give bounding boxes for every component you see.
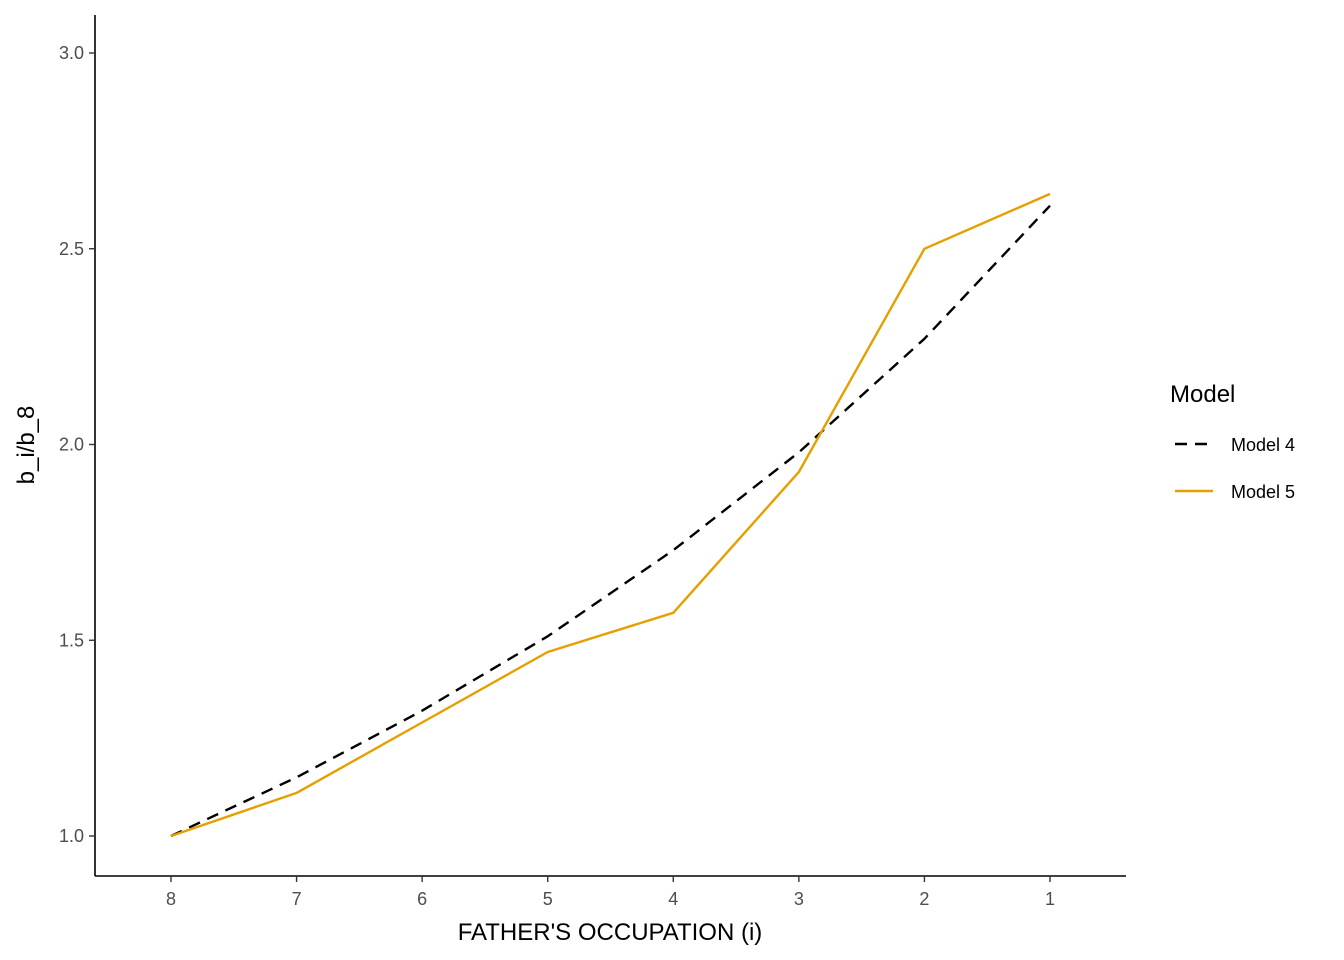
plot-area: 1.0 1.5 2.0 2.5 3.0 8 7 6 5 4 3 2 1 <box>59 15 1126 909</box>
legend-title: Model <box>1170 381 1235 408</box>
legend-label: Model 5 <box>1231 482 1295 502</box>
series-line-model-4 <box>170 204 1051 838</box>
y-tick-label: 1.5 <box>59 630 84 650</box>
y-ticks: 1.0 1.5 2.0 2.5 3.0 <box>59 43 95 846</box>
y-axis-title: b_i/b_8 <box>13 406 40 485</box>
x-tick-label: 4 <box>668 889 678 909</box>
x-tick-label: 6 <box>417 889 427 909</box>
legend: Model Model 4 Model 5 <box>1170 381 1295 502</box>
series-line-model-5 <box>170 192 1051 838</box>
x-tick-label: 5 <box>543 889 553 909</box>
x-tick-label: 2 <box>919 889 929 909</box>
x-ticks: 8 7 6 5 4 3 2 1 <box>166 876 1055 909</box>
x-tick-label: 7 <box>292 889 302 909</box>
legend-items: Model 4 Model 5 <box>1175 435 1295 502</box>
x-tick-label: 1 <box>1045 889 1055 909</box>
x-axis-title: FATHER'S OCCUPATION (i) <box>458 919 763 946</box>
series-lines <box>170 192 1051 838</box>
y-tick-label: 2.0 <box>59 435 84 455</box>
legend-label: Model 4 <box>1231 435 1295 455</box>
x-tick-label: 8 <box>166 889 176 909</box>
y-tick-label: 3.0 <box>59 43 84 63</box>
x-tick-label: 3 <box>794 889 804 909</box>
y-tick-label: 1.0 <box>59 826 84 846</box>
y-tick-label: 2.5 <box>59 239 84 259</box>
